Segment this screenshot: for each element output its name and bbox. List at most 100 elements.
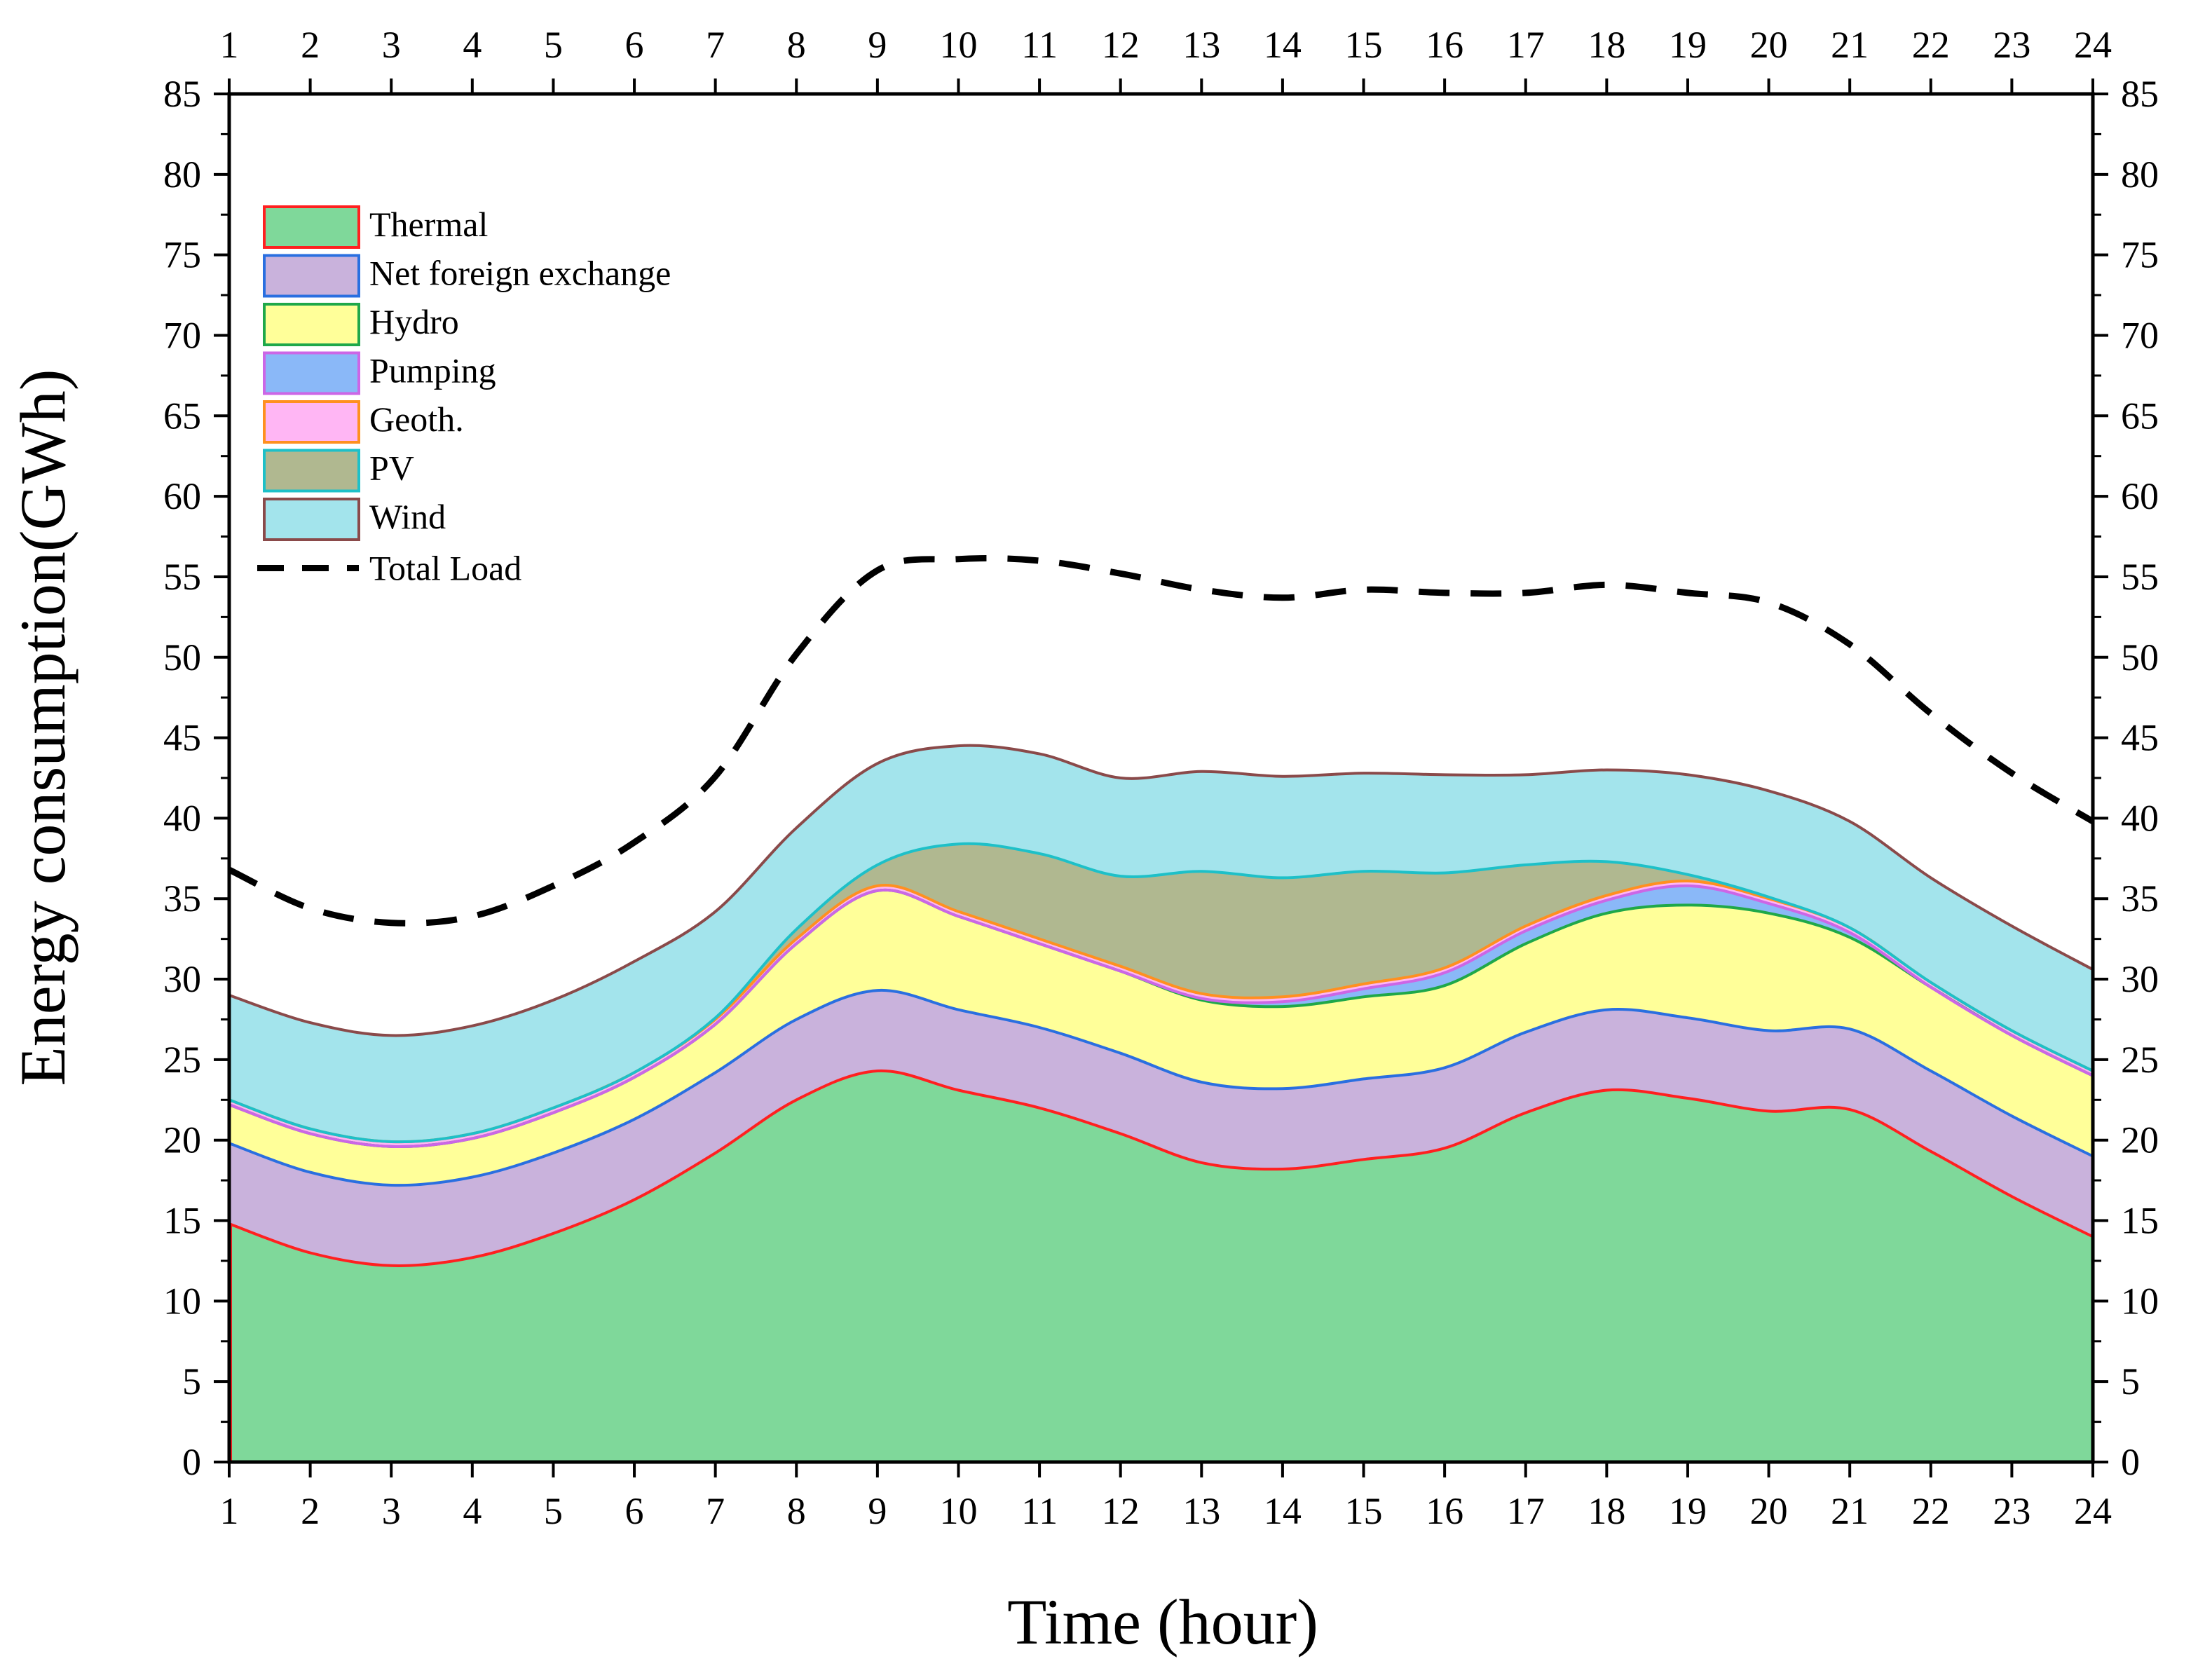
x-tick-label-top: 10 [939,24,977,66]
x-tick-label-bottom: 12 [1102,1490,1140,1532]
x-tick-label-bottom: 15 [1345,1490,1383,1532]
legend-swatch-hydro [263,303,360,346]
y-tick-label-left: 15 [163,1200,201,1242]
y-tick-label-left: 5 [182,1360,201,1402]
x-tick-label-bottom: 24 [2074,1490,2112,1532]
area-layers [229,745,2093,1462]
x-tick-label-top: 2 [301,24,320,66]
y-tick-label-left: 60 [163,475,201,517]
y-tick-label-right: 25 [2121,1039,2159,1081]
y-tick-label-left: 70 [163,314,201,356]
y-tick-label-left: 80 [163,153,201,196]
y-tick-label-right: 35 [2121,877,2159,920]
y-tick-label-left: 20 [163,1119,201,1161]
x-tick-label-bottom: 6 [625,1490,644,1532]
x-tick-label-top: 24 [2074,24,2112,66]
legend-swatch-thermal [263,205,360,249]
x-tick-label-bottom: 7 [706,1490,725,1532]
y-tick-label-left: 35 [163,877,201,920]
legend-label: Wind [369,497,446,536]
area-wind [229,745,2093,1142]
x-tick-label-bottom: 13 [1182,1490,1220,1532]
x-tick-label-bottom: 11 [1021,1490,1058,1532]
outline-net-foreign-exchange [228,988,2094,1187]
y-tick-label-right: 50 [2121,636,2159,678]
x-tick-label-bottom: 20 [1750,1490,1788,1532]
x-tick-label-top: 4 [463,24,482,66]
area-thermal [229,1070,2093,1462]
y-tick-label-left: 85 [163,73,201,115]
x-tick-label-bottom: 4 [463,1490,482,1532]
y-tick-label-right: 10 [2121,1280,2159,1322]
x-tick-label-top: 19 [1669,24,1707,66]
y-tick-label-right: 0 [2121,1441,2140,1483]
legend-label: Hydro [369,302,459,341]
x-tick-label-bottom: 8 [787,1490,806,1532]
x-tick-label-bottom: 18 [1588,1490,1625,1532]
y-tick-label-right: 75 [2121,234,2159,276]
y-tick-label-right: 5 [2121,1360,2140,1402]
legend-swatch-pv [263,449,360,493]
legend: Thermal Net foreign exchange Hydro Pumping G… [257,205,671,588]
legend-label: Thermal [369,205,488,244]
y-tick-label-right: 45 [2121,717,2159,759]
y-tick-label-right: 15 [2121,1200,2159,1242]
legend-label: Total Load [369,549,521,588]
total-load-line [228,554,2095,927]
x-tick-label-top: 3 [382,24,401,66]
x-axis-title: Time (hour) [1007,1586,1318,1658]
x-tick-label-top: 11 [1021,24,1058,66]
x-tick-label-bottom: 21 [1831,1490,1869,1532]
y-axis-title: Energy consumption(GWh) [7,369,78,1086]
x-tick-label-bottom: 2 [301,1490,320,1532]
x-tick-label-bottom: 22 [1912,1490,1950,1532]
x-tick-label-bottom: 23 [1993,1490,2030,1532]
x-tick-label-top: 5 [544,24,563,66]
y-tick-label-right: 55 [2121,556,2159,598]
legend-swatch-net-foreign-exchange [263,254,360,298]
legend-label: Geoth. [369,399,464,439]
legend-swatch-pumping [263,351,360,395]
y-tick-label-left: 30 [163,958,201,1000]
area-net-foreign-exchange [229,990,2093,1266]
y-tick-label-right: 85 [2121,73,2159,115]
y-tick-label-left: 0 [182,1441,201,1483]
x-tick-label-bottom: 5 [544,1490,563,1532]
x-tick-label-bottom: 19 [1669,1490,1707,1532]
y-tick-label-left: 45 [163,717,201,759]
x-tick-label-top: 15 [1345,24,1383,66]
y-tick-label-right: 65 [2121,395,2159,437]
y-tick-label-left: 50 [163,636,201,678]
legend-swatch-wind [263,498,360,541]
y-tick-label-left: 10 [163,1280,201,1322]
x-tick-label-bottom: 14 [1264,1490,1302,1532]
x-tick-label-top: 21 [1831,24,1869,66]
legend-label: Net foreign exchange [369,254,671,293]
x-tick-label-top: 14 [1264,24,1302,66]
legend-label: Pumping [369,351,496,390]
x-tick-label-top: 6 [625,24,644,66]
x-tick-label-top: 23 [1993,24,2030,66]
y-tick-label-left: 25 [163,1039,201,1081]
x-tick-label-bottom: 16 [1426,1490,1463,1532]
y-tick-label-right: 30 [2121,958,2159,1000]
x-tick-label-top: 13 [1182,24,1220,66]
total-load-dashed-line [228,554,2095,927]
outline-thermal [228,1069,2094,1267]
x-tick-label-top: 1 [220,24,239,66]
x-tick-label-top: 20 [1750,24,1788,66]
y-tick-label-left: 65 [163,395,201,437]
outline-pumping [228,884,2094,1149]
x-tick-label-bottom: 10 [939,1490,977,1532]
x-tick-label-bottom: 1 [220,1490,239,1532]
x-tick-label-top: 17 [1507,24,1545,66]
area-pv [229,843,2093,1142]
outline-wind [228,744,2094,1037]
legend-label: PV [369,449,414,488]
y-tick-label-right: 40 [2121,797,2159,839]
y-tick-label-right: 70 [2121,314,2159,356]
area-hydro [229,889,2093,1186]
x-tick-label-top: 8 [787,24,806,66]
